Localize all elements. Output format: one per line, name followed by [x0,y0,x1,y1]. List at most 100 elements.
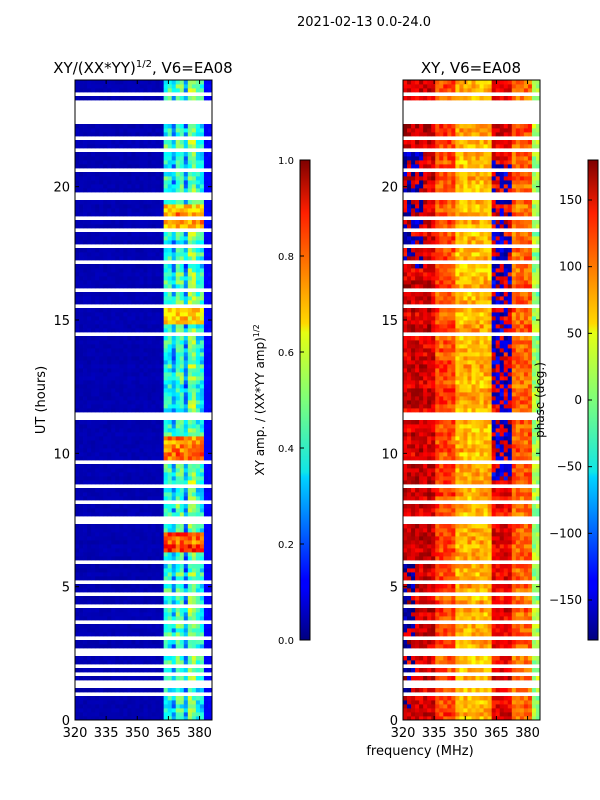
heatmap-cell [91,632,96,637]
heatmap-cell [99,308,104,313]
heatmap-cell [171,448,177,453]
heatmap-cell [151,252,156,257]
heatmap-cell [131,708,136,713]
heatmap-cell [143,252,148,257]
heatmap-cell [207,528,213,533]
heatmap-cell [167,624,173,629]
heatmap-cell [427,632,432,637]
heatmap-cell [75,480,80,485]
heatmap-cell [135,96,140,101]
heatmap-cell [143,180,148,185]
heatmap-cell [139,188,144,193]
heatmap-cell [503,668,509,673]
heatmap-cell [207,568,213,573]
heatmap-cell [103,512,108,517]
heatmap-cell [171,180,177,185]
heatmap-cell [171,80,177,85]
heatmap-cell [171,160,177,165]
heatmap-cell [171,644,177,649]
heatmap-cell [407,708,412,713]
heatmap-cell [191,292,197,297]
heatmap-cell [75,676,80,681]
heatmap-cell [467,696,472,701]
heatmap-cell [127,252,132,257]
heatmap-cell [103,420,108,425]
heatmap-cell [531,624,537,629]
heatmap-cell [179,596,185,601]
heatmap-cell [151,488,156,493]
heatmap-cell [79,536,84,541]
heatmap-cell [455,616,460,621]
heatmap-cell [167,336,173,341]
heatmap-cell [443,612,448,617]
heatmap-cell [99,80,104,85]
heatmap-cell [127,468,132,473]
heatmap-cell [503,700,509,705]
heatmap-cell [523,700,529,705]
heatmap-cell [79,352,84,357]
heatmap-cell [439,716,444,721]
heatmap-cell [455,716,460,721]
heatmap-cell [403,704,408,709]
heatmap-cell [127,164,132,169]
heatmap-cell [159,376,165,381]
heatmap-cell [111,600,116,605]
heatmap-cell [131,212,136,217]
heatmap-cell [131,340,136,345]
heatmap-cell [199,376,205,381]
heatmap-cell [443,624,448,629]
heatmap-cell [107,160,112,165]
heatmap-cell [79,408,84,413]
heatmap-cell [195,508,201,513]
heatmap-cell [91,276,96,281]
heatmap-cell [199,316,205,321]
y-axis-label: UT (hours) [34,366,49,434]
heatmap-cell [155,176,161,181]
heatmap-cell [83,336,88,341]
heatmap-cell [111,132,116,137]
heatmap-cell [107,84,112,89]
heatmap-cell [151,376,156,381]
heatmap-cell [207,204,213,209]
heatmap-cell [119,544,124,549]
heatmap-cell [83,252,88,257]
heatmap-cell [87,84,92,89]
heatmap-cell [483,624,489,629]
heatmap-cell [203,276,209,281]
heatmap-cell [175,704,181,709]
heatmap-cell [207,172,213,177]
heatmap-cell [131,220,136,225]
heatmap-cell [187,640,193,645]
heatmap-cell [131,596,136,601]
heatmap-cell [535,716,541,721]
heatmap-cell [147,372,152,377]
heatmap-cell [91,428,96,433]
heatmap-cell [83,436,88,441]
heatmap-cell [183,252,189,257]
heatmap-cell [179,600,185,605]
heatmap-cell [83,568,88,573]
heatmap-cell [127,424,132,429]
heatmap-cell [535,660,541,665]
heatmap-cell [87,616,92,621]
heatmap-cell [439,660,444,665]
heatmap-cell [103,628,108,633]
heatmap-cell [191,156,197,161]
heatmap-cell [147,496,152,501]
heatmap-cell [455,624,460,629]
heatmap-cell [183,448,189,453]
heatmap-cell [91,224,96,229]
heatmap-cell [123,716,128,721]
heatmap-cell [195,284,201,289]
heatmap-cell [139,276,144,281]
heatmap-cell [119,640,124,645]
heatmap-cell [479,640,484,645]
heatmap-cell [79,132,84,137]
heatmap-cell [95,320,100,325]
heatmap-cell [499,612,505,617]
heatmap-cell [191,188,197,193]
heatmap-cell [411,624,416,629]
heatmap-cell [187,140,193,145]
heatmap-cell [163,256,169,261]
heatmap-cell [107,552,112,557]
